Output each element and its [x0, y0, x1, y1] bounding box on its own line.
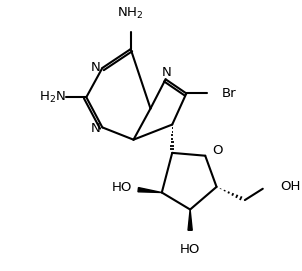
- Text: N: N: [91, 60, 101, 73]
- Text: H$_2$N: H$_2$N: [39, 90, 66, 105]
- Text: OH: OH: [280, 180, 300, 193]
- Text: NH$_2$: NH$_2$: [117, 6, 144, 21]
- Text: HO: HO: [180, 243, 200, 256]
- Text: N: N: [162, 66, 172, 79]
- Text: Br: Br: [222, 87, 237, 100]
- Polygon shape: [188, 209, 192, 230]
- Text: HO: HO: [112, 181, 132, 194]
- Text: O: O: [212, 144, 222, 157]
- Text: N: N: [91, 122, 101, 135]
- Polygon shape: [138, 188, 162, 192]
